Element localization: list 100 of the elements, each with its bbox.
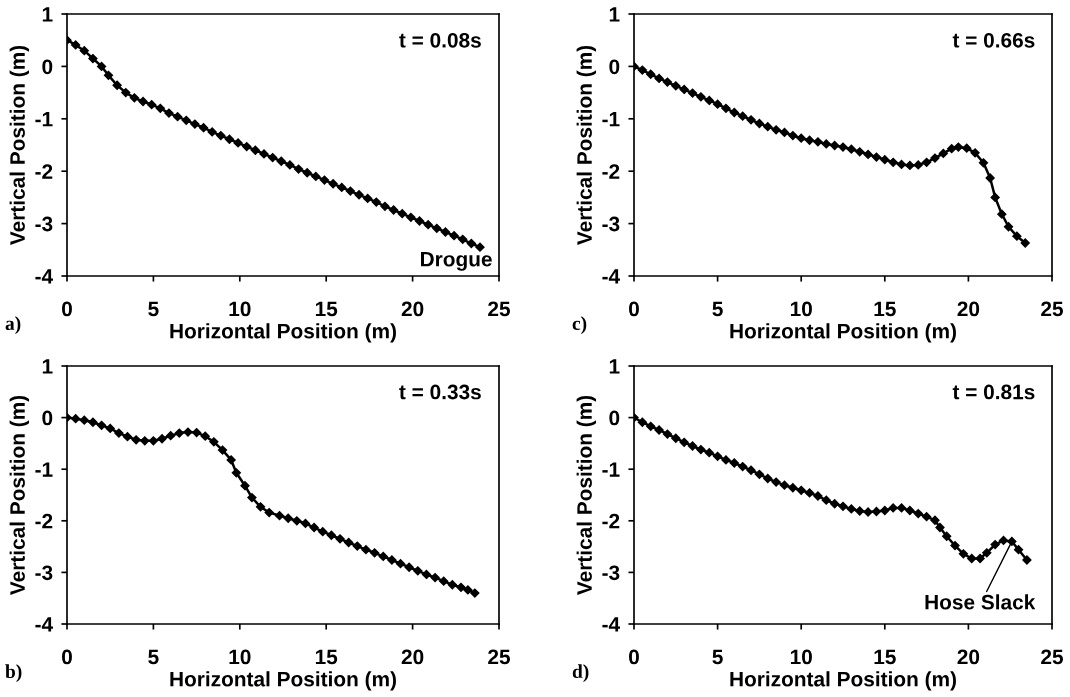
y-tick-label: 0 — [42, 410, 53, 426]
point — [309, 522, 319, 533]
x-tick-label: 25 — [488, 649, 511, 665]
point — [114, 428, 124, 438]
point — [958, 549, 969, 559]
point — [404, 562, 414, 572]
y-tick-label: -3 — [602, 216, 620, 232]
point — [430, 572, 440, 583]
point — [240, 481, 250, 491]
point — [1003, 222, 1014, 232]
point — [654, 73, 664, 84]
point — [637, 65, 647, 75]
point — [796, 133, 806, 143]
point — [138, 96, 148, 107]
point — [804, 135, 815, 145]
point — [779, 127, 790, 138]
point — [217, 445, 228, 455]
x-tick-label: 20 — [401, 649, 424, 665]
point — [962, 143, 972, 153]
y-axis-title: Vertical Position (m) — [9, 395, 30, 595]
point — [880, 505, 890, 516]
point — [155, 103, 165, 113]
point — [1020, 238, 1030, 248]
point — [970, 148, 980, 158]
x-tick-label: 20 — [957, 301, 980, 317]
point — [449, 231, 459, 241]
point — [838, 142, 848, 152]
point — [190, 119, 200, 129]
x-axis-title: Horizontal Position (m) — [730, 671, 956, 691]
point — [344, 537, 354, 548]
point — [387, 555, 397, 565]
x-tick-label: 5 — [148, 301, 159, 317]
point — [148, 436, 159, 446]
point — [662, 77, 673, 87]
y-tick-label: 0 — [609, 59, 620, 75]
point — [328, 179, 338, 189]
x-tick-label: 10 — [229, 301, 251, 317]
point — [264, 507, 274, 518]
point — [763, 473, 773, 484]
annotation: t = 0.08s — [399, 32, 481, 48]
point — [846, 504, 856, 514]
point — [380, 201, 390, 211]
y-tick-label: 0 — [609, 410, 620, 426]
point — [696, 444, 706, 455]
point — [721, 103, 731, 113]
point — [112, 80, 122, 90]
point — [363, 193, 373, 204]
point — [921, 512, 932, 522]
x-tick-label: 25 — [1041, 649, 1064, 665]
point — [466, 238, 476, 249]
point — [855, 147, 865, 157]
point — [704, 95, 714, 106]
x-tick-label: 10 — [790, 301, 812, 317]
point — [942, 531, 952, 541]
point — [311, 171, 321, 182]
point — [456, 582, 466, 592]
point — [345, 186, 356, 196]
y-tick-label: -1 — [35, 112, 53, 127]
point — [687, 441, 698, 451]
point — [421, 569, 432, 580]
point — [888, 503, 898, 513]
point — [804, 488, 815, 498]
point — [721, 455, 731, 465]
point — [905, 505, 915, 516]
x-tick-label: 20 — [957, 649, 980, 665]
point — [830, 499, 840, 509]
y-tick-label: -4 — [35, 617, 53, 632]
point — [224, 134, 235, 144]
point — [935, 522, 945, 533]
x-tick-label: 10 — [229, 649, 251, 665]
x-axis-title: Horizontal Position (m) — [730, 323, 956, 343]
point — [255, 502, 266, 512]
x-tick-label: 0 — [62, 301, 72, 317]
point — [371, 197, 381, 207]
point — [276, 156, 286, 166]
point — [880, 155, 890, 165]
point — [147, 100, 157, 110]
point — [947, 144, 957, 154]
point — [293, 164, 304, 174]
point — [88, 53, 98, 64]
point — [318, 527, 328, 537]
point — [990, 192, 1000, 203]
point — [174, 428, 184, 438]
annotation: t = 0.33s — [399, 384, 481, 400]
point — [704, 448, 714, 458]
point — [414, 216, 425, 226]
point — [888, 157, 898, 167]
point — [1007, 536, 1017, 547]
y-tick-label: 0 — [42, 59, 53, 75]
y-tick-label: -2 — [35, 513, 53, 529]
point — [821, 495, 831, 505]
point — [71, 414, 81, 424]
point — [978, 158, 989, 168]
point — [763, 122, 773, 132]
x-axis-title: Horizontal Position (m) — [170, 323, 396, 343]
point — [378, 551, 388, 562]
point — [637, 417, 647, 427]
y-tick-label: 1 — [42, 359, 53, 374]
point — [896, 159, 907, 170]
point — [285, 160, 295, 170]
